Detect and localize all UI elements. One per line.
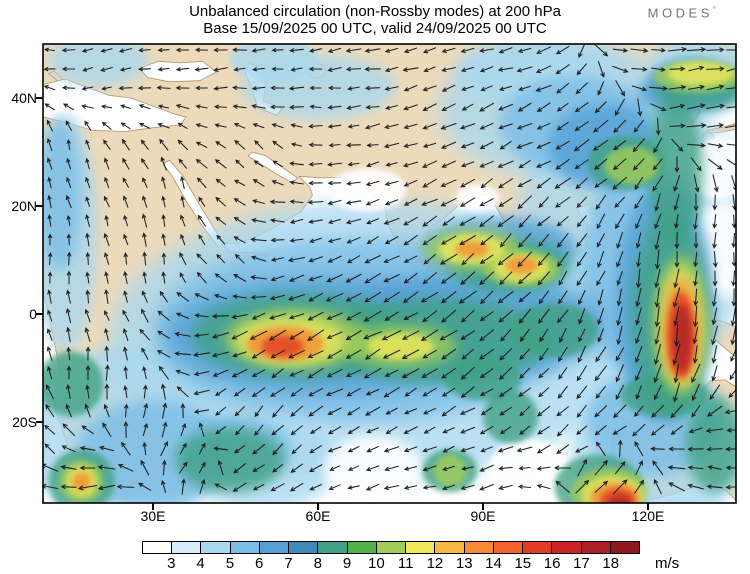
modes-logo-mark: ° xyxy=(712,5,716,14)
colorbar-tick-label: 8 xyxy=(313,555,322,572)
wind-arrows xyxy=(43,44,736,495)
lat-tick-label: 0 xyxy=(29,306,37,322)
colorbar-segment xyxy=(200,542,230,553)
colorbar-tick-label: 15 xyxy=(514,555,532,572)
colorbar-tick-label: 13 xyxy=(455,555,473,572)
colorbar-tick-label: 12 xyxy=(426,555,444,572)
colorbar-tick-label: 7 xyxy=(284,555,293,572)
lat-tick-label: 20N xyxy=(11,198,37,214)
colorbar-segment xyxy=(258,542,289,553)
colorbar-segment xyxy=(375,542,406,553)
lon-tick-label: 120E xyxy=(631,508,665,524)
colorbar-tick-label: 5 xyxy=(225,555,235,572)
colorbar-tick-label: 3 xyxy=(167,555,176,572)
colorbar-segment xyxy=(229,542,259,553)
colorbar-tick-label: 17 xyxy=(573,555,590,572)
modes-logo-text: MODES xyxy=(647,5,713,21)
lat-tick-label: 40N xyxy=(11,90,37,106)
colorbar-tick-label: 14 xyxy=(485,555,502,572)
colorbar-tick-label: 9 xyxy=(342,555,352,572)
lat-tick-label: 20S xyxy=(12,414,37,430)
lon-tick-label: 60E xyxy=(305,508,331,524)
colorbar xyxy=(142,541,640,554)
colorbar-segment xyxy=(317,542,347,553)
colorbar-segment xyxy=(492,542,523,553)
colorbar-segment xyxy=(609,542,639,553)
axis-ticks xyxy=(36,97,649,510)
map-frame xyxy=(42,43,737,504)
colorbar-segment xyxy=(522,542,552,553)
colorbar-segment xyxy=(288,542,318,553)
colorbar-tick-label: 11 xyxy=(397,555,414,572)
colorbar-segment xyxy=(580,542,610,553)
lon-tick-label: 30E xyxy=(140,508,166,524)
chart-subtitle: Base 15/09/2025 00 UTC, valid 24/09/2025… xyxy=(203,20,547,37)
colorbar-segment xyxy=(434,542,464,553)
colorbar-segment xyxy=(346,542,376,553)
colorbar-tick-label: 16 xyxy=(543,555,561,572)
colorbar-segment xyxy=(551,542,581,553)
colorbar-tick-label: 10 xyxy=(368,555,385,572)
lon-tick-label: 90E xyxy=(470,508,496,524)
colorbar-unit-label: m/s xyxy=(655,555,680,572)
colorbar-tick-label: 4 xyxy=(196,555,205,572)
colorbar-segment xyxy=(143,542,172,553)
colorbar-segment xyxy=(171,542,201,553)
colorbar-segment xyxy=(463,542,493,553)
chart-title: Unbalanced circulation (non-Rossby modes… xyxy=(189,3,561,20)
modes-logo: MODES° xyxy=(648,5,716,20)
colorbar-segment xyxy=(405,542,435,553)
colorbar-tick-label: 6 xyxy=(255,555,264,572)
colorbar-tick-label: 18 xyxy=(602,555,620,572)
